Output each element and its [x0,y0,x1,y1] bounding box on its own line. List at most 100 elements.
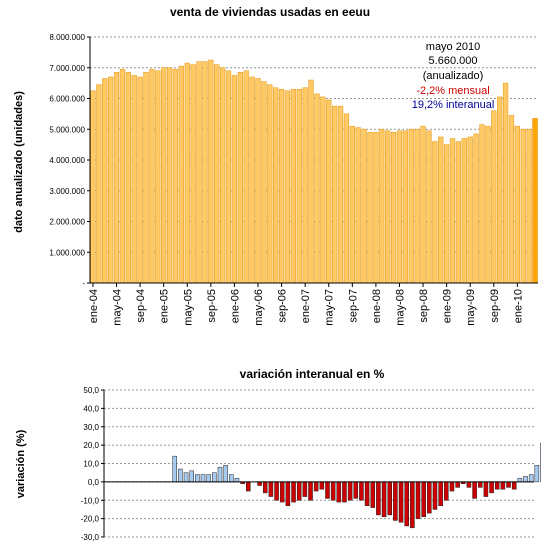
bottom-ytick-label: 10,0 [83,460,99,469]
bottom-ytick-label: -30,0 [81,533,100,542]
bottom-ytick-label: 0,0 [88,478,100,487]
bottom-bar [268,481,274,497]
bottom-bar [381,481,387,518]
top-bar [361,128,367,284]
top-bar [426,130,432,284]
top-bar [497,96,503,284]
bottom-bar [472,481,477,499]
bottom-bar [370,481,376,508]
bottom-bar [212,472,217,483]
top-bar [491,110,497,284]
bottom-bar [449,481,455,492]
bottom-bar [387,481,393,516]
top-bar [107,76,114,284]
bottom-bar [291,481,296,503]
bottom-bar [506,481,511,488]
bottom-bar [432,481,438,510]
top-ytick-label: 5.000.000 [49,125,85,134]
top-ytick-label: 4.000.000 [49,156,85,165]
bottom-bar [313,481,319,492]
bottom-bar [279,481,285,503]
top-bars [90,59,538,284]
bottom-bars [172,443,541,529]
top-bar [367,132,373,284]
top-ytick-label: 8.000.000 [49,33,85,42]
top-bar [125,72,131,284]
top-bar [290,88,297,284]
bottom-yticks: -30,0 -20,0 -10,0 0,0 10,0 20,0 30,0 40,0 50,0 [81,386,104,542]
top-ytick-label: 3.000.000 [49,187,85,196]
top-bar [402,130,409,284]
bottom-bar [308,481,313,501]
top-bar [337,105,344,284]
top-annotation: mayo 2010 5.660.000 (anualizado) -2,2% m… [412,41,495,111]
top-bar [485,125,491,284]
top-bar [137,76,143,284]
bottom-bar [274,481,279,501]
top-bar [166,67,173,284]
top-bar [237,72,243,284]
bottom-bar [404,481,409,527]
bottom-bar [415,481,421,519]
top-bar [467,136,473,284]
top-xtick-label: may-09 [465,289,477,326]
bottom-bar [296,481,302,501]
top-bar [343,113,350,284]
top-bar [196,61,202,284]
annotation-note: (anualizado) [423,70,484,82]
top-xtick-label: ene-04 [88,289,100,323]
top-bar [532,118,538,284]
top-bar [443,144,450,284]
top-bar [420,125,426,284]
bottom-bar [302,481,308,497]
top-bar [320,96,326,284]
top-bar [385,130,391,284]
bottom-bar [466,481,472,488]
top-bar [438,136,444,284]
annotation-month: mayo 2010 [426,41,480,53]
top-bar [455,141,462,284]
bottom-bar [319,481,325,490]
top-bar [308,79,314,284]
bottom-bar [172,455,178,483]
bottom-bar [398,481,404,523]
top-xtick-label: ene-09 [442,289,454,323]
annotation-monthly: -2,2% mensual [416,85,489,97]
top-bar [231,75,238,284]
bottom-ytick-label: 30,0 [83,423,99,432]
top-bar [184,62,190,284]
bottom-bar [336,481,342,503]
top-xtick-label: ene-06 [229,289,241,323]
top-bar [396,130,403,284]
bottom-bar [523,476,528,483]
bottom-bar [178,468,183,483]
top-xtick-label: sep-04 [135,289,147,323]
top-xtick-label: sep-09 [489,289,501,323]
top-xticks: ene-04 may-04 sep-04 ene-05 may-05 sep-05 ene-… [88,283,524,326]
top-bar [161,67,167,284]
top-xtick-label: may-06 [253,289,265,326]
top-ytick-label: - [82,279,85,288]
top-bar [473,133,479,284]
bottom-bar [455,481,460,488]
top-bar [314,93,320,284]
top-xtick-label: sep-07 [347,289,359,323]
top-bar [284,90,291,284]
bottom-bar [257,481,262,486]
top-bar [355,127,361,284]
bottom-chart-ylabel: variación (%) [15,429,27,498]
top-xtick-label: sep-08 [418,289,430,323]
top-bar [373,132,379,284]
top-chart-title: venta de viviendas usadas en eeuu [170,5,370,19]
bottom-bar [285,481,291,507]
top-ytick-label: 2.000.000 [49,218,85,227]
top-bar [143,72,149,284]
bottom-bar [438,481,443,507]
bottom-ytick-label: -10,0 [81,496,100,505]
bottom-bar [477,481,483,488]
bottom-bar [483,481,489,497]
bottom-bar [353,481,359,499]
top-chart-ylabel: dato anualizado (unidades) [13,91,25,233]
annotation-value: 5.660.000 [429,55,478,67]
